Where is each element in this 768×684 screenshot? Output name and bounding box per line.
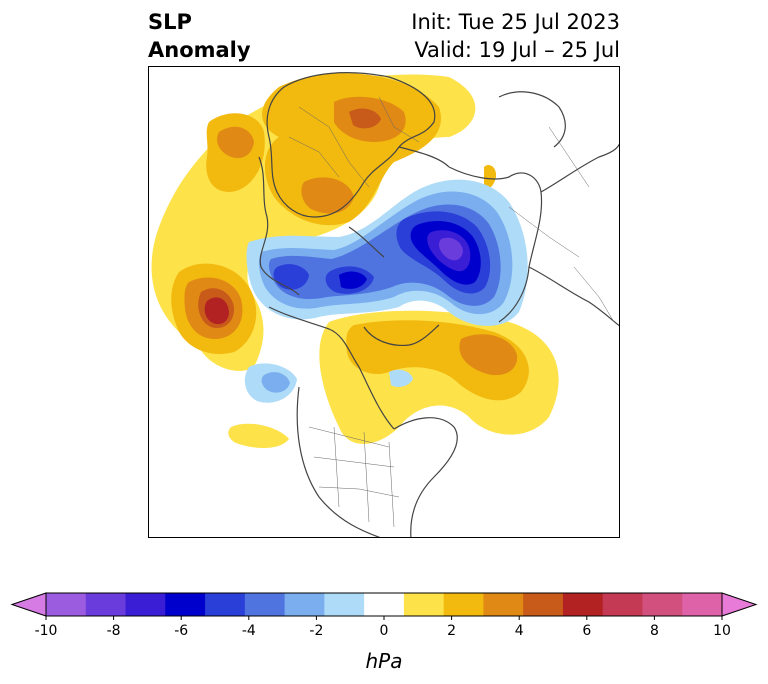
colorbar-tick-label: -2 — [309, 623, 323, 639]
map-dates: Init: Tue 25 Jul 2023 Valid: 19 Jul – 25… — [411, 8, 620, 64]
colorbar-swatch — [284, 593, 325, 616]
valid-range-label: Valid: 19 Jul – 25 Jul — [414, 38, 620, 62]
anomaly-midblue-pacific — [261, 372, 290, 393]
anomaly-map — [148, 66, 620, 538]
anomaly-gold-greenland-edge — [484, 165, 497, 189]
colorbar-tick-label: 4 — [515, 623, 524, 639]
colorbar-swatch — [244, 593, 286, 616]
colorbar-swatch — [642, 593, 683, 616]
colorbar-extend-min — [10, 592, 47, 617]
anomaly-darkorange-europe — [349, 108, 381, 129]
colorbar-tick-label: -6 — [174, 623, 188, 639]
init-date-label: Init: Tue 25 Jul 2023 — [411, 10, 620, 34]
colorbar-swatch — [324, 593, 365, 616]
anomaly-positive-small — [228, 423, 289, 448]
colorbar-swatch — [125, 593, 166, 616]
colorbar-swatch — [205, 593, 246, 616]
colorbar-swatch — [562, 593, 604, 616]
title-type: Anomaly — [148, 38, 251, 62]
political-borders — [288, 96, 615, 528]
anomaly-negative-small — [389, 369, 413, 387]
coastlines — [258, 72, 619, 537]
colorbar-swatch — [682, 593, 723, 616]
colorbar-swatches — [10, 592, 758, 617]
map-title: SLP Anomaly — [148, 8, 251, 64]
colorbar-tick-label: 6 — [582, 623, 591, 639]
colorbar-tick-label: -4 — [242, 623, 256, 639]
colorbar-extend-max — [721, 592, 758, 617]
colorbar-tick-label: 0 — [380, 623, 389, 639]
colorbar-swatch — [443, 593, 484, 616]
anomaly-violet-asia — [438, 237, 463, 261]
colorbar-canvas: -10 -8 -6 -4 -2 0 2 4 6 8 10 hPa — [10, 592, 758, 673]
colorbar-swatch — [85, 593, 127, 616]
anomaly-royal-west — [273, 264, 309, 290]
colorbar: -10 -8 -6 -4 -2 0 2 4 6 8 10 hPa — [0, 588, 768, 678]
colorbar-tick-label: 10 — [713, 623, 731, 639]
colorbar-unit-label: hPa — [366, 649, 403, 673]
colorbar-tick-label: -10 — [35, 623, 58, 639]
colorbar-tick-label: -8 — [107, 623, 121, 639]
anomaly-orange-west — [217, 126, 254, 159]
colorbar-swatch — [403, 593, 445, 616]
anomaly-orange-central — [301, 177, 354, 214]
anomaly-navy-center — [339, 271, 367, 289]
colorbar-tick-label: 2 — [447, 623, 456, 639]
title-variable: SLP — [148, 10, 192, 34]
map-canvas — [151, 72, 619, 537]
colorbar-swatch — [165, 593, 206, 616]
colorbar-ticks: -10 -8 -6 -4 -2 0 2 4 6 8 10 — [35, 616, 731, 639]
colorbar-tick-label: 8 — [650, 623, 659, 639]
colorbar-swatch — [46, 593, 87, 616]
colorbar-swatch — [523, 593, 564, 616]
colorbar-swatch — [364, 593, 405, 616]
colorbar-swatch — [602, 593, 643, 616]
colorbar-swatch — [483, 593, 524, 616]
anomaly-orange-atlantic — [459, 334, 518, 376]
anomaly-red-pacific — [204, 297, 229, 325]
